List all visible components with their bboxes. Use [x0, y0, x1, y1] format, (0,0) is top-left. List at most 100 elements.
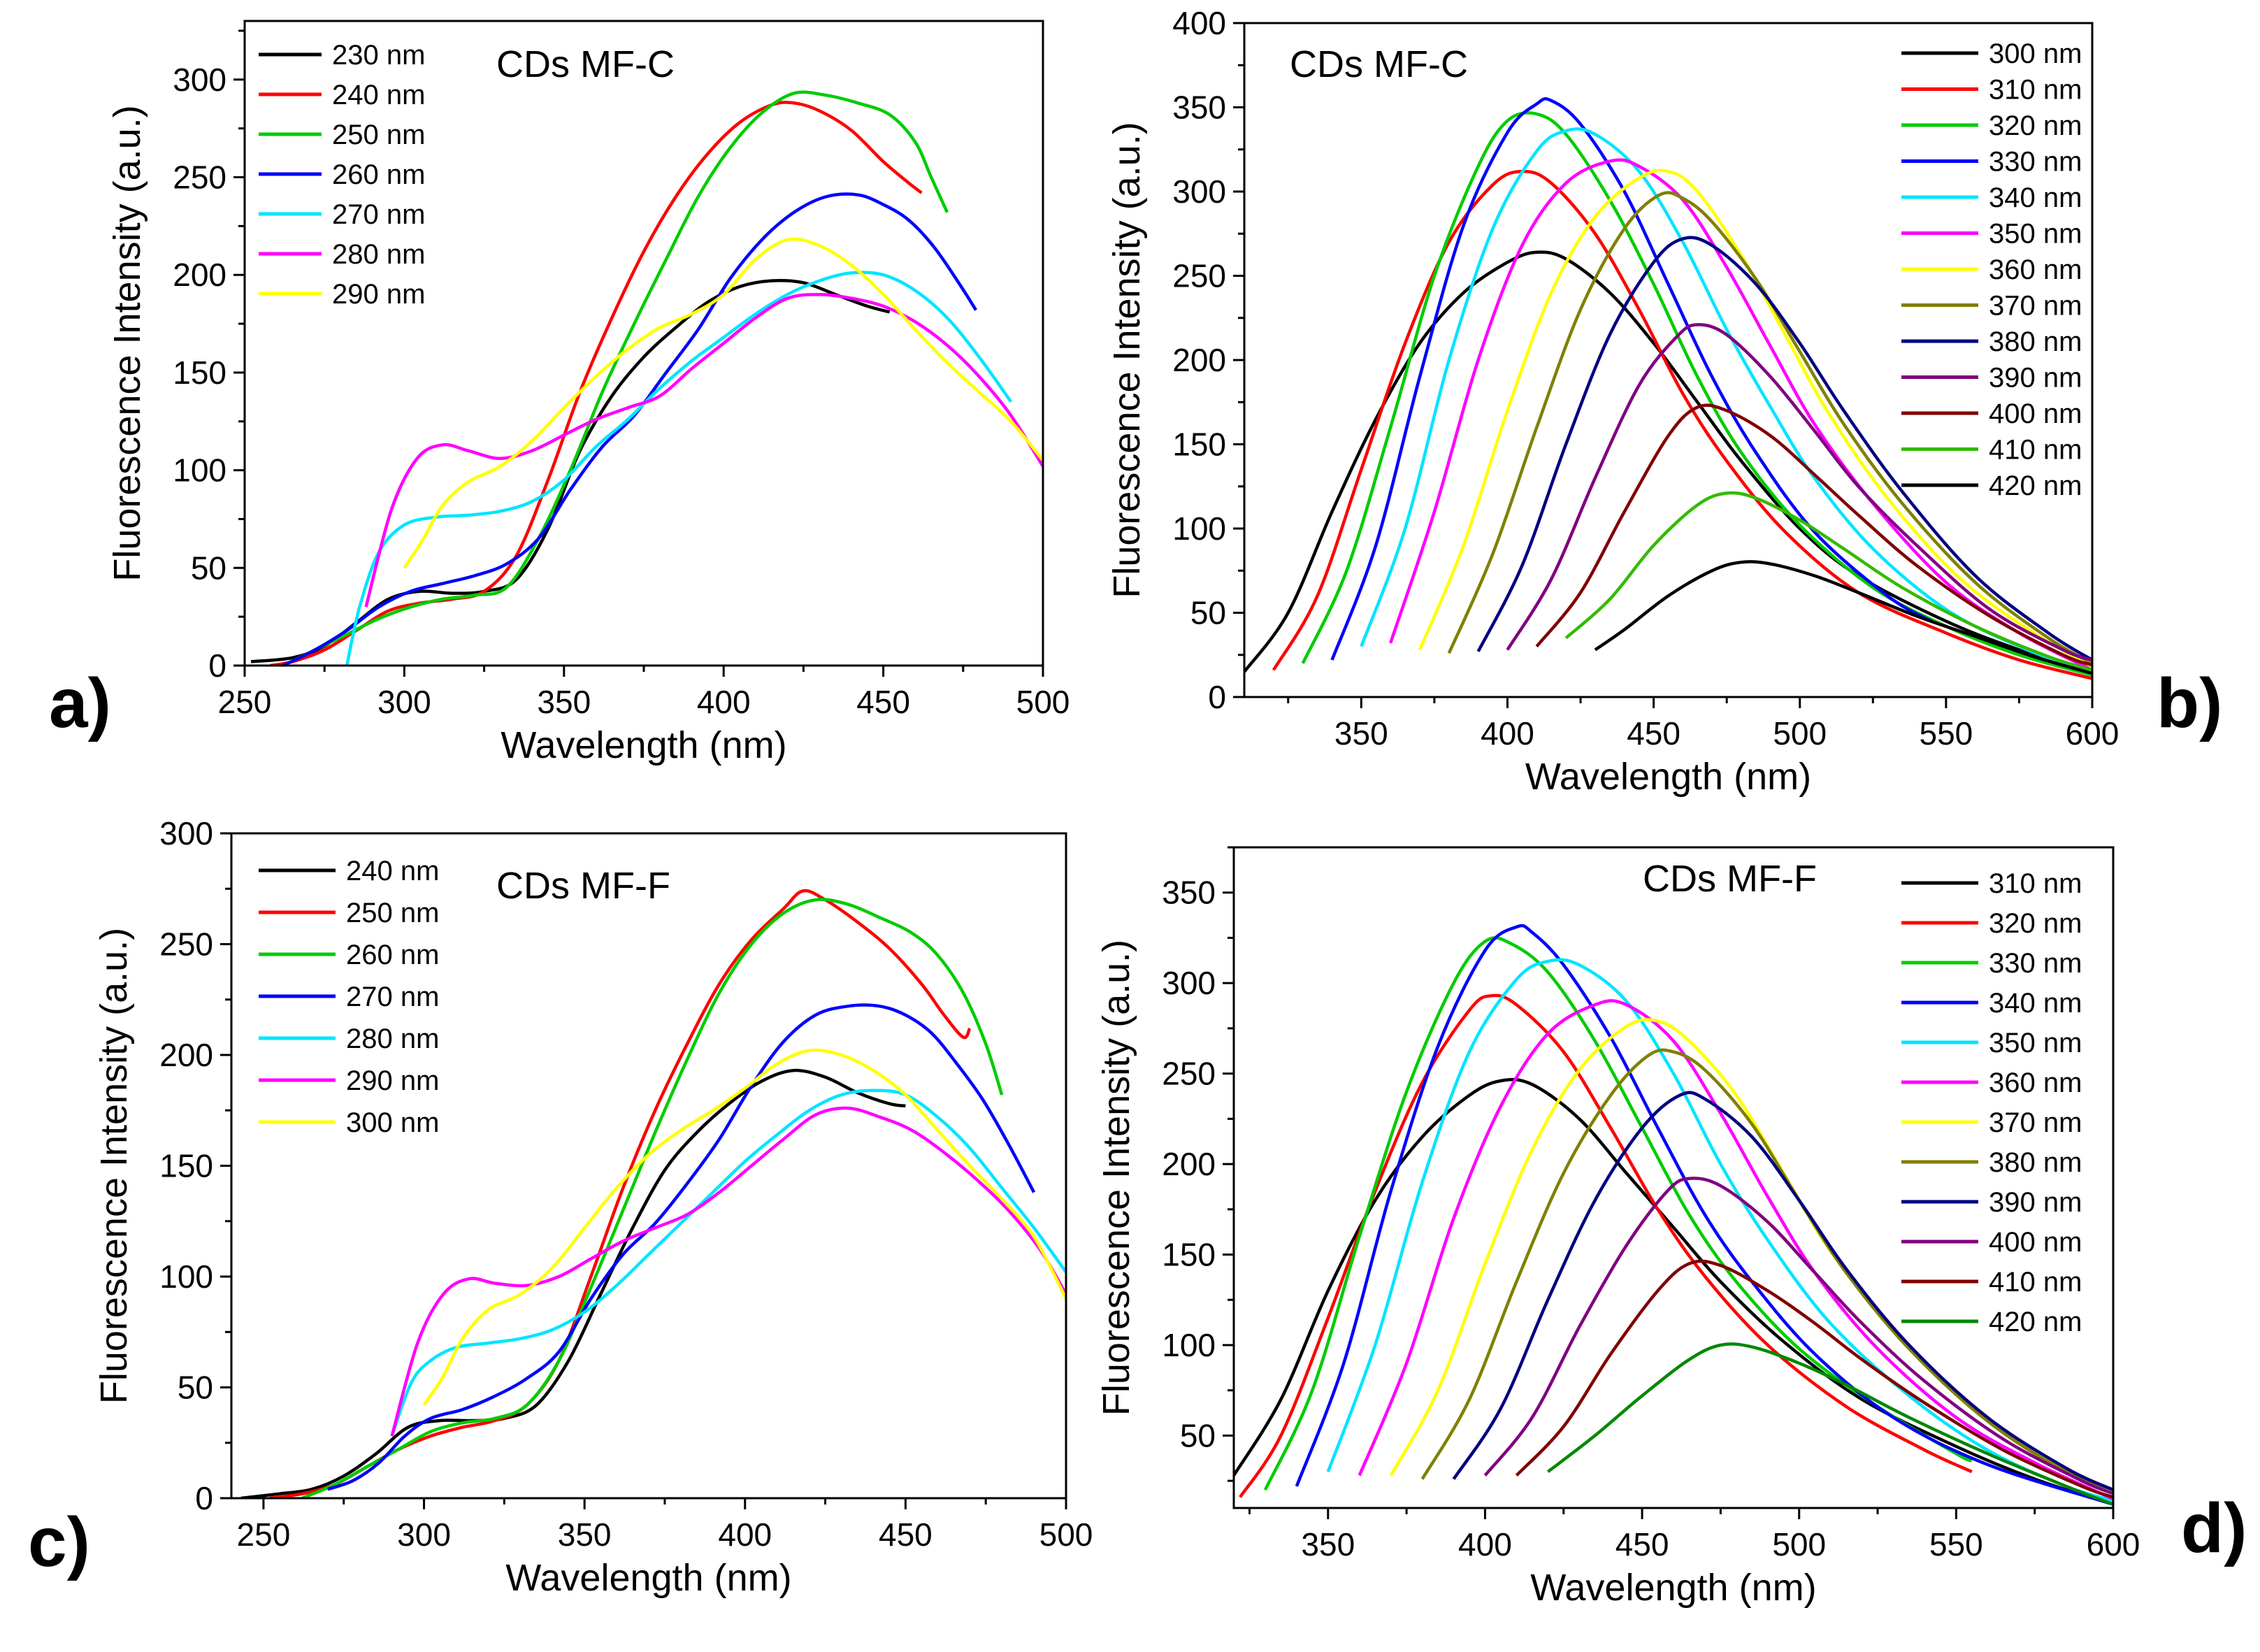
series-line — [270, 101, 923, 666]
series-line — [364, 292, 1043, 608]
y-tick-label: 200 — [1162, 1146, 1216, 1182]
plot-title: CDs MF-F — [1643, 858, 1817, 900]
y-axis-label: Fluorescence Intensity (a.u.) — [1106, 122, 1148, 598]
legend-label: 410 nm — [1989, 435, 2082, 466]
y-tick-label: 200 — [173, 257, 226, 293]
series-line — [1358, 999, 2113, 1501]
series-line — [1506, 323, 2092, 662]
series-line — [301, 898, 1004, 1498]
series-line — [1452, 1091, 2113, 1492]
y-tick-label: 250 — [1172, 258, 1226, 294]
y-tick-label: 150 — [159, 1148, 213, 1184]
y-tick-label: 100 — [159, 1258, 213, 1295]
series-line — [1326, 958, 2113, 1502]
axes-frame — [1232, 846, 2115, 1509]
legend-label: 270 nm — [332, 199, 425, 230]
legend-label: 360 nm — [1989, 254, 2082, 285]
legend-label: 240 nm — [332, 80, 425, 110]
y-tick-label: 150 — [1162, 1237, 1216, 1273]
x-tick-label: 600 — [2087, 1526, 2140, 1563]
y-tick-label: 150 — [1172, 426, 1226, 463]
y-axis-label: Fluorescence Intensity (a.u.) — [1095, 940, 1137, 1416]
x-tick-label: 400 — [697, 684, 751, 720]
legend-label: 310 nm — [1989, 75, 2082, 106]
legend-label: 280 nm — [346, 1023, 439, 1054]
legend-label: 240 nm — [346, 856, 439, 886]
y-tick-label: 100 — [173, 452, 226, 489]
legend-label: 390 nm — [1989, 1187, 2082, 1218]
legend: 310 nm 320 nm 330 nm 340 nm 350 nm 360 nm 370 … — [1901, 868, 2082, 1337]
legend-label: 250 nm — [332, 120, 425, 150]
x-axis-label: Wavelength (nm) — [1525, 756, 1811, 798]
y-tick-label: 50 — [191, 550, 226, 586]
legend-label: 300 nm — [346, 1107, 439, 1138]
x-tick-label: 450 — [1615, 1526, 1669, 1563]
plot-title: CDs MF-C — [1290, 43, 1468, 85]
legend-label: 420 nm — [1989, 471, 2082, 501]
panel-label: d) — [2181, 1489, 2247, 1567]
y-tick-label: 50 — [178, 1370, 213, 1406]
legend-label: 250 nm — [346, 898, 439, 928]
x-axis-label: Wavelength (nm) — [1530, 1567, 1816, 1609]
x-tick-label: 250 — [237, 1516, 291, 1553]
x-tick-label: 350 — [558, 1516, 612, 1553]
panel-b: 350 400 450 500 550 600 0 50 100 150 200 250 300 350 4… — [1106, 5, 2222, 798]
y-tick-label: 250 — [1162, 1056, 1216, 1092]
panel-label: a) — [49, 664, 111, 742]
series-line — [282, 192, 978, 666]
axes-frame — [230, 832, 1067, 1500]
x-tick-label: 350 — [537, 684, 591, 720]
axes-frame — [243, 20, 1044, 667]
y-tick-label: 400 — [1172, 5, 1226, 41]
legend-label: 350 nm — [1989, 219, 2082, 250]
y-axis-label: Fluorescence Intensity (a.u.) — [93, 928, 135, 1404]
x-tick-label: 400 — [1458, 1526, 1512, 1563]
plot-title: CDs MF-F — [496, 865, 670, 907]
y-tick-label: 250 — [159, 926, 213, 963]
legend-label: 390 nm — [1989, 363, 2082, 394]
plot-area — [250, 90, 1043, 666]
series-line — [1594, 560, 2092, 675]
panel-label: c) — [28, 1503, 90, 1581]
legend-label: 290 nm — [332, 279, 425, 310]
x-tick-label: 600 — [2066, 715, 2119, 752]
series-line — [1515, 1259, 2113, 1499]
y-tick-label: 100 — [1172, 510, 1226, 547]
y-tick-label: 50 — [1180, 1417, 1216, 1453]
series-line — [1420, 1048, 2113, 1492]
y-tick-label: 300 — [1162, 965, 1216, 1001]
series-line — [282, 90, 949, 666]
y-tick-label: 150 — [173, 354, 226, 391]
series-line — [1330, 97, 1933, 661]
legend-label: 350 nm — [1989, 1028, 2082, 1058]
series-line — [1234, 1077, 2113, 1506]
plot-title: CDs MF-C — [496, 43, 675, 85]
x-tick-label: 250 — [218, 684, 272, 720]
series-line — [422, 1048, 1066, 1407]
series-line — [1535, 403, 2092, 667]
x-tick-label: 300 — [397, 1516, 451, 1553]
series-line — [1476, 236, 2092, 661]
series-line — [240, 1068, 906, 1498]
series-line — [345, 271, 1013, 666]
series-line — [327, 1003, 1036, 1491]
x-tick-label: 550 — [1919, 715, 1973, 752]
panel-c: 250 300 350 400 450 500 0 50 100 150 200 250 300 Wave… — [28, 815, 1093, 1599]
panel-a: 250 300 350 400 450 500 0 50 100 150 200 250 300 Wave… — [49, 20, 1070, 766]
legend-label: 230 nm — [332, 40, 425, 71]
y-tick-label: 350 — [1162, 875, 1216, 911]
legend-label: 260 nm — [346, 940, 439, 970]
legend-label: 290 nm — [346, 1065, 439, 1096]
series-line — [1239, 993, 1973, 1498]
y-tick-label: 50 — [1190, 595, 1226, 631]
x-tick-label: 350 — [1334, 715, 1388, 752]
x-tick-label: 350 — [1301, 1526, 1355, 1563]
y-tick-label: 0 — [1208, 679, 1226, 715]
plot-area — [240, 889, 1066, 1498]
y-tick-label: 200 — [159, 1037, 213, 1073]
series-line — [1483, 1177, 2113, 1495]
legend-label: 320 nm — [1989, 110, 2082, 141]
legend-label: 340 nm — [1989, 182, 2082, 213]
legend-label: 370 nm — [1989, 1107, 2082, 1138]
